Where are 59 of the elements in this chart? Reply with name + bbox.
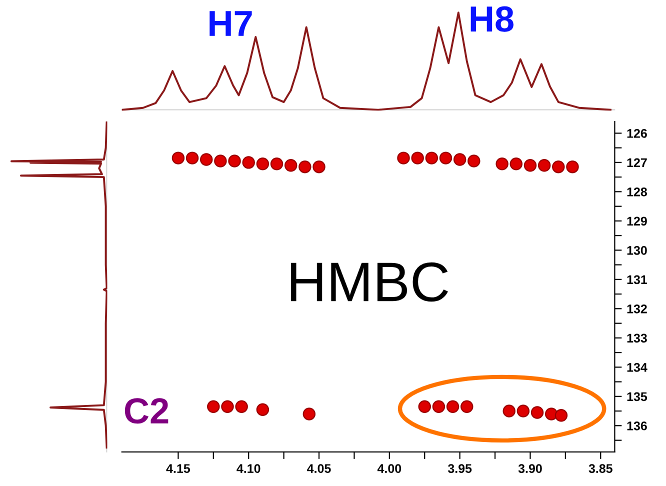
point (516, 404, 530, 418)
point (256, 403, 270, 416)
point (538, 159, 551, 172)
y-tick-label: 136 (627, 421, 647, 430)
y-tick-label: 135 (627, 392, 648, 402)
point (552, 160, 565, 174)
point (432, 400, 446, 414)
x-tick-label: 3.85 (588, 464, 612, 473)
point (228, 154, 241, 168)
y-tick-label: 126 (627, 129, 647, 138)
point (453, 153, 466, 166)
point (242, 156, 255, 169)
y-tick-label: 129 (627, 216, 647, 226)
x-tick-label: 4.15 (166, 464, 190, 473)
point (397, 152, 410, 164)
point (312, 160, 326, 174)
point (411, 152, 424, 164)
y-tick-label: 127 (627, 158, 647, 167)
y-tick-label: 130 (627, 246, 647, 255)
point (446, 400, 460, 414)
y-tick-label: 134 (627, 362, 648, 372)
x-tick-label: 3.95 (448, 464, 472, 473)
point (554, 409, 568, 422)
point (502, 404, 516, 418)
x-tick-label: 4.00 (377, 464, 402, 473)
y-tick-label: 133 (627, 334, 647, 343)
point (270, 158, 284, 170)
point (544, 408, 558, 420)
x-tick-label: 4.10 (236, 464, 260, 473)
point (510, 158, 523, 170)
point (200, 153, 213, 166)
point (530, 406, 544, 419)
annotation: HMBC (291, 262, 448, 302)
y-tick-label: 132 (627, 304, 647, 314)
point (284, 159, 298, 172)
y-tick-label: 131 (627, 275, 648, 284)
point (524, 159, 537, 172)
annotation: C2 (124, 398, 168, 424)
point (298, 160, 312, 174)
point (468, 154, 480, 168)
point (496, 158, 508, 170)
point (418, 400, 431, 414)
point (172, 152, 185, 164)
point (566, 160, 579, 174)
point (439, 152, 452, 164)
point (235, 400, 248, 414)
point (425, 152, 438, 164)
point (302, 408, 316, 420)
point (186, 152, 199, 164)
x-tick-label: 4.05 (307, 464, 331, 473)
point (214, 154, 227, 168)
point (256, 158, 270, 170)
point (460, 400, 474, 414)
annotation: H7 (210, 11, 252, 36)
y-tick-label: 128 (627, 187, 647, 196)
x-tick-label: 3.90 (518, 464, 542, 473)
point (221, 400, 234, 414)
annotation: H8 (470, 6, 514, 32)
point (207, 400, 220, 414)
